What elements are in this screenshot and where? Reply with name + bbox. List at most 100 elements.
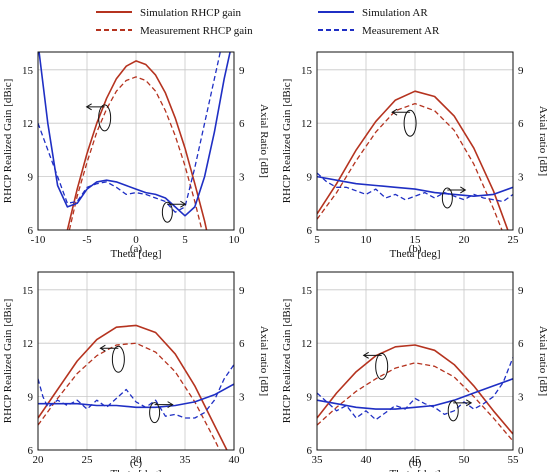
x-tick-label: 5 (314, 234, 320, 246)
chart-panel: -10 -5 0 5 10 6 9 12 15 0 3 6 9 Theta [deg] RHCP Reali… (2, 51, 270, 260)
chart-panel: 5 10 15 20 25 6 9 12 15 0 3 6 9 Theta [deg] RHCP Reali… (281, 51, 549, 260)
chart-panel: 20 25 30 35 40 6 9 12 15 0 3 6 9 Theta [deg] RHCP Real… (2, 271, 270, 472)
panel-label: (c) (130, 457, 143, 469)
x-axis-label: Theta [deg] (390, 248, 441, 260)
series-line-sim-gain (317, 344, 513, 435)
plot-frame (37, 51, 235, 231)
y2-tick-label: 9 (518, 65, 524, 77)
series-line-meas-gain (68, 76, 203, 230)
y2-tick-label: 6 (518, 338, 524, 350)
x-axis-label: Theta [deg] (111, 248, 162, 260)
series-line-sim-ar (317, 175, 513, 197)
annotation-marker (447, 399, 473, 422)
series-line-meas-gain (317, 102, 503, 230)
y2-tick-label: 3 (518, 172, 524, 184)
annotation-ellipse (375, 352, 389, 380)
y2-tick-label: 0 (518, 225, 524, 237)
y2-tick-label: 3 (518, 392, 524, 404)
plot-frame (316, 51, 514, 231)
annotation-ellipse (161, 201, 173, 223)
series-line-meas-gain (317, 362, 513, 442)
x-tick-label: 55 (508, 454, 520, 466)
x-tick-label: 20 (459, 234, 471, 246)
y2-axis-label: Axial ratio [dB] (537, 106, 549, 176)
annotation-ellipse (98, 104, 112, 132)
y2-axis-label: Axial ratio [dB] (537, 326, 549, 396)
y-axis-label: RHCP Realized Gain [dBic] (2, 79, 14, 204)
y2-tick-label: 6 (239, 338, 245, 350)
series-line-meas-ar (317, 357, 513, 421)
legend-item: Simulation AR (318, 7, 428, 19)
series-line-sim-ar (38, 52, 231, 217)
x-tick-label: 5 (182, 234, 188, 246)
arrowhead-icon (460, 186, 467, 194)
series-line-meas-ar (38, 52, 221, 213)
x-tick-label: 10 (361, 234, 373, 246)
x-tick-label: -10 (31, 234, 46, 246)
annotation-ellipse (447, 400, 459, 422)
series-line-meas-ar (38, 364, 234, 419)
arrowhead-icon (180, 200, 187, 208)
arrowhead-icon (391, 108, 398, 116)
y2-tick-label: 3 (239, 172, 245, 184)
y-tick-label: 15 (301, 65, 313, 77)
x-tick-label: 15 (410, 234, 422, 246)
x-tick-label: 40 (229, 454, 241, 466)
y2-tick-label: 9 (239, 285, 245, 297)
y2-axis-label: Axial ratio [dB] (258, 326, 270, 396)
y-tick-label: 15 (301, 285, 313, 297)
annotation-marker (362, 351, 389, 380)
panel-label: (b) (409, 243, 422, 255)
y-tick-label: 12 (22, 338, 33, 350)
arrowhead-icon (99, 344, 106, 352)
x-tick-label: 50 (459, 454, 471, 466)
annotation-marker (441, 186, 467, 209)
y-tick-label: 9 (28, 172, 34, 184)
y2-tick-label: 0 (239, 225, 245, 237)
panel-label: (d) (409, 457, 422, 469)
y-tick-label: 6 (28, 225, 34, 237)
y-tick-label: 9 (28, 392, 34, 404)
series-line-sim-gain (317, 90, 509, 230)
plot-frame (37, 271, 235, 451)
y-tick-label: 12 (301, 118, 312, 130)
annotation-marker (85, 103, 112, 132)
legend-item: Simulation RHCP gain (96, 7, 242, 19)
annotation-ellipse (111, 345, 125, 373)
annotation-ellipse (403, 109, 417, 137)
x-tick-label: 0 (133, 234, 139, 246)
x-axis-label: Theta [deg] (111, 468, 162, 472)
legend-item: Measurement AR (318, 25, 440, 37)
y-axis-label: RHCP Realized Gain [dBic] (2, 299, 14, 424)
y-tick-label: 6 (28, 445, 34, 457)
series-line-sim-gain (66, 60, 208, 230)
x-tick-label: 10 (229, 234, 241, 246)
x-tick-label: -5 (82, 234, 92, 246)
y2-tick-label: 3 (239, 392, 245, 404)
annotation-ellipse (441, 187, 453, 209)
x-tick-label: 20 (33, 454, 45, 466)
y-tick-label: 9 (307, 172, 313, 184)
y-tick-label: 12 (22, 118, 33, 130)
legend-label: Measurement AR (362, 25, 440, 37)
x-tick-label: 25 (82, 454, 94, 466)
y2-tick-label: 6 (518, 118, 524, 130)
chart-panel: 35 40 45 50 55 6 9 12 15 0 3 6 9 Theta [deg] RHCP Real… (281, 271, 549, 472)
legend-label: Measurement RHCP gain (140, 25, 253, 37)
y2-tick-label: 0 (239, 445, 245, 457)
y-tick-label: 12 (301, 338, 312, 350)
y-tick-label: 15 (22, 285, 34, 297)
annotation-marker (391, 108, 417, 137)
y-tick-label: 9 (307, 392, 313, 404)
y2-tick-label: 9 (239, 65, 245, 77)
plot-frame (316, 271, 514, 451)
x-tick-label: 40 (361, 454, 373, 466)
x-tick-label: 45 (410, 454, 422, 466)
panel-label: (a) (130, 243, 143, 255)
y2-tick-label: 6 (239, 118, 245, 130)
legend-label: Simulation AR (362, 7, 428, 19)
annotation-marker (99, 344, 125, 373)
arrowhead-icon (362, 351, 369, 359)
arrowhead-icon (167, 401, 174, 409)
annotation-marker (161, 200, 187, 223)
